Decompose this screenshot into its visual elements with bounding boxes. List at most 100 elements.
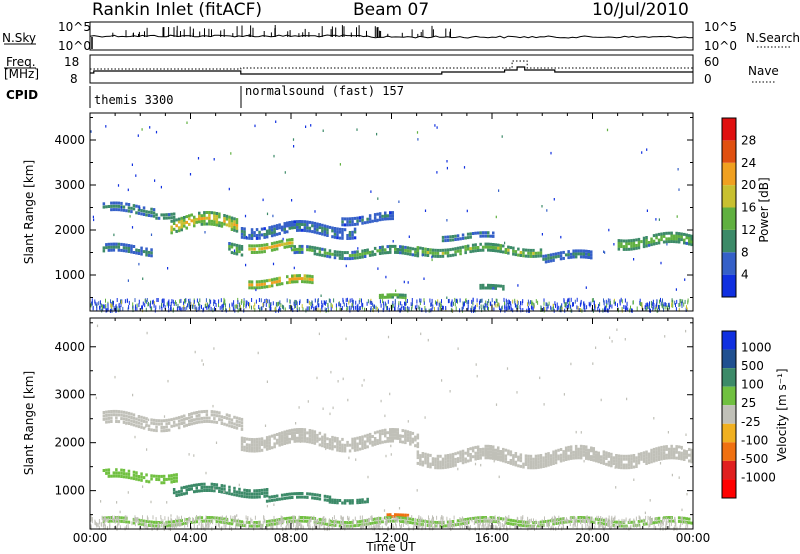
scatter-cell [549,460,553,463]
ground-noise [626,306,628,311]
ground-noise [175,518,176,523]
ground-noise [679,525,681,530]
ground-noise [573,521,575,526]
scatter-cell [117,208,121,212]
scatter-cell [670,453,673,457]
ground-noise [307,521,309,526]
scatter-cell [404,513,407,517]
scatter-cell [215,420,219,424]
scatter-cell [441,457,445,461]
scatter-cell [263,250,266,254]
scatter-cell [165,422,168,426]
scatter-cell [512,246,515,250]
scatter-cell [135,211,138,215]
scatter-cell [253,449,256,453]
ground-noise [645,515,647,520]
scatter-cell [240,436,244,440]
ground-noise [189,305,190,309]
scatter-cell [537,254,540,258]
scatter-cell [446,456,450,460]
ground-noise [94,520,96,525]
ground-noise [639,302,641,306]
scatter-cell [512,522,515,526]
nsearch-bottom-tick: 10^0 [704,39,737,53]
scatter-cell [512,462,515,466]
ground-noise [266,299,268,304]
ground-noise [225,307,226,312]
scatter-cell [479,456,482,460]
scatter-cell [275,433,279,436]
ground-noise [272,522,274,527]
ground-noise [644,305,646,310]
speckle [431,258,433,262]
scatter-cell [484,245,488,249]
scatter-cell [331,229,334,233]
scatter-cell [595,517,598,521]
speckle [322,407,324,410]
scatter-cell [544,260,548,264]
scatter-cell [391,293,395,297]
scatter-cell [343,446,347,450]
scatter-cell [391,217,395,221]
scatter-cell [308,277,312,281]
power-colorbar-segment [722,274,736,297]
ground-noise [382,308,384,313]
ground-noise [523,519,525,524]
ground-noise [400,301,402,306]
scatter-cell [283,442,287,445]
scatter-cell [361,444,364,447]
scatter-cell [396,293,400,297]
scatter-cell [444,235,447,239]
ground-noise [371,301,373,305]
scatter-cell [602,522,606,526]
scatter-cell [240,427,244,431]
scatter-cell [557,251,560,255]
scatter-cell [177,229,181,233]
ground-noise [476,303,478,308]
ground-noise [310,302,312,306]
ground-noise [233,300,235,305]
scatter-cell [487,453,490,457]
scatter-cell [378,516,382,520]
scatter-cell [155,419,158,423]
scatter-cell [389,436,392,440]
scatter-cell [180,415,184,419]
scatter-cell [311,221,314,225]
ground-noise [278,301,280,306]
ground-noise [325,517,327,522]
scatter-cell [150,248,153,252]
scatter-cell [439,521,442,524]
ground-noise [468,526,470,531]
ground-noise [444,520,445,525]
ground-noise [447,299,449,304]
ground-noise [319,308,321,313]
scatter-cell [459,252,462,256]
ground-noise [220,298,222,303]
scatter-cell [155,422,158,426]
scatter-cell [456,234,460,238]
scatter-cell [650,460,653,464]
scatter-cell [316,231,319,235]
scatter-cell [268,495,271,499]
scatter-cell [441,460,445,464]
scatter-cell [494,451,498,455]
scatter-cell [426,523,430,527]
ground-noise [527,302,528,307]
scatter-cell [547,259,550,263]
scatter-cell [240,247,244,251]
ground-noise [586,517,588,522]
scatter-cell [517,253,520,257]
scatter-cell [258,524,261,528]
scatter-cell [579,456,583,460]
ground-noise [550,305,552,310]
ground-noise [428,525,430,529]
ground-noise [432,518,434,523]
ground-noise [333,298,335,303]
scatter-cell [479,248,482,252]
scatter-cell [198,211,201,215]
ground-noise [607,518,609,523]
nsky-strip [89,21,694,51]
ground-noise [612,518,614,522]
scatter-cell [346,499,349,503]
